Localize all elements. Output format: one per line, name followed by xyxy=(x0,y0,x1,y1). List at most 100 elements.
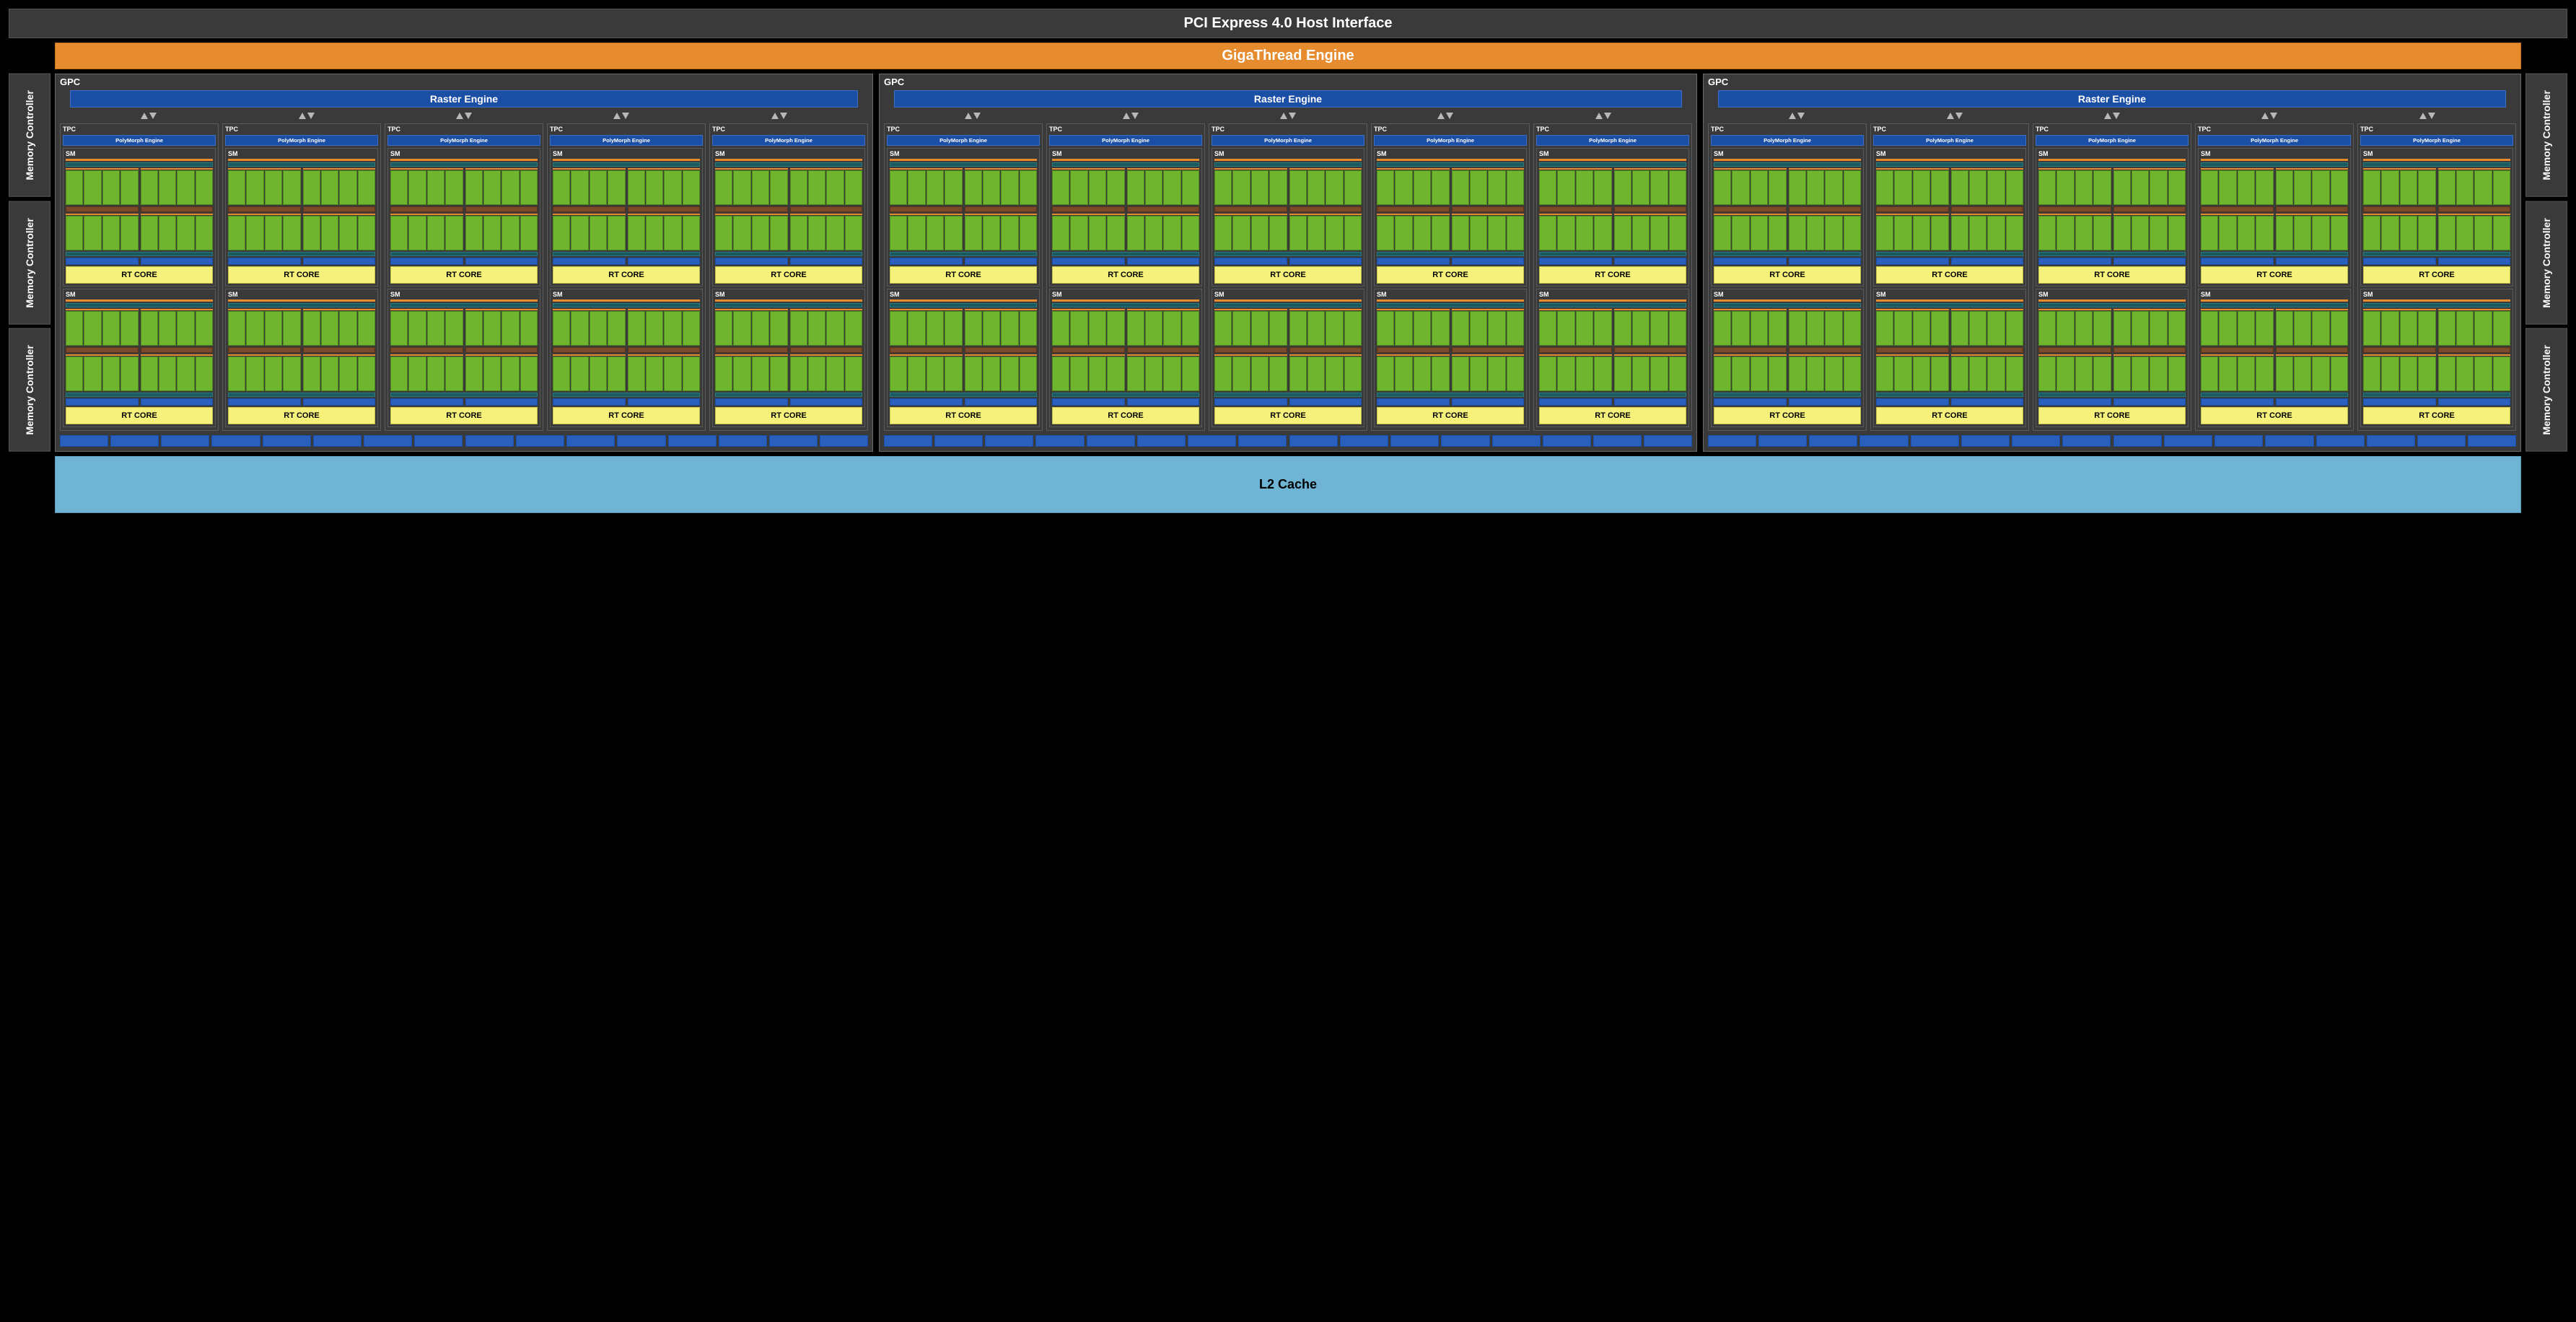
cuda-cores xyxy=(1052,214,1199,250)
rt-core: RT CORE xyxy=(715,266,862,284)
cuda-cores xyxy=(1052,309,1199,346)
sm-body: RT CORE xyxy=(228,299,375,424)
cuda-cores xyxy=(715,168,862,205)
sm: SMRT CORE xyxy=(550,289,703,427)
gpc: GPCRaster EngineTPCPolyMorph EngineSMRT … xyxy=(879,74,1697,452)
sm-body: RT CORE xyxy=(890,159,1037,284)
cuda-cores xyxy=(1052,168,1199,205)
cuda-cores xyxy=(1214,214,1362,250)
polymorph-engine: PolyMorph Engine xyxy=(1711,135,1864,146)
memory-controller: Memory Controller xyxy=(2525,328,2567,452)
l2-slice-row xyxy=(1708,435,2516,447)
cuda-cores xyxy=(2201,214,2348,250)
rt-core: RT CORE xyxy=(1714,266,1861,284)
l2-slice-row xyxy=(884,435,1692,447)
gigathread-row: GigaThread Engine xyxy=(9,43,2567,69)
sm: SMRT CORE xyxy=(1374,289,1527,427)
polymorph-engine: PolyMorph Engine xyxy=(63,135,216,146)
cuda-cores xyxy=(1876,168,2023,205)
sm-label: SM xyxy=(2038,150,2186,157)
sm-label: SM xyxy=(390,291,538,298)
rt-core: RT CORE xyxy=(2363,407,2510,424)
polymorph-engine: PolyMorph Engine xyxy=(1049,135,1202,146)
tpc-label: TPC xyxy=(887,126,1040,133)
tpc-label: TPC xyxy=(1049,126,1202,133)
cuda-cores xyxy=(2363,214,2510,250)
rt-core: RT CORE xyxy=(1377,266,1524,284)
tpc-label: TPC xyxy=(387,126,540,133)
rt-core: RT CORE xyxy=(1876,407,2023,424)
tpc-label: TPC xyxy=(712,126,865,133)
rt-core: RT CORE xyxy=(2363,266,2510,284)
cuda-cores xyxy=(890,309,1037,346)
cuda-cores xyxy=(2201,309,2348,346)
cuda-cores xyxy=(553,214,700,250)
cuda-cores xyxy=(1214,354,1362,391)
rt-core: RT CORE xyxy=(1377,407,1524,424)
cuda-cores xyxy=(1214,309,1362,346)
sm-body: RT CORE xyxy=(553,299,700,424)
polymorph-engine: PolyMorph Engine xyxy=(1212,135,1364,146)
tpc: TPCPolyMorph EngineSMRT CORESMRT CORE xyxy=(1870,123,2029,431)
cuda-cores xyxy=(1377,214,1524,250)
tpc-label: TPC xyxy=(1536,126,1689,133)
rt-core: RT CORE xyxy=(228,266,375,284)
raster-engine: Raster Engine xyxy=(1718,90,2506,108)
cuda-cores xyxy=(2363,354,2510,391)
cuda-cores xyxy=(2038,214,2186,250)
cuda-cores xyxy=(1714,214,1861,250)
polymorph-engine: PolyMorph Engine xyxy=(712,135,865,146)
tpc-label: TPC xyxy=(63,126,216,133)
cuda-cores xyxy=(715,354,862,391)
tpc-label: TPC xyxy=(2360,126,2513,133)
tpc-label: TPC xyxy=(2198,126,2351,133)
cuda-cores xyxy=(1539,214,1686,250)
cuda-cores xyxy=(890,354,1037,391)
spacer-right xyxy=(2525,43,2567,69)
cuda-cores xyxy=(2038,168,2186,205)
cuda-cores xyxy=(715,309,862,346)
tpc-label: TPC xyxy=(1374,126,1527,133)
cuda-cores xyxy=(66,309,213,346)
rt-core: RT CORE xyxy=(1876,266,2023,284)
gpc-label: GPC xyxy=(1708,77,2516,87)
memory-controller: Memory Controller xyxy=(2525,74,2567,197)
cuda-cores xyxy=(1876,309,2023,346)
sm-label: SM xyxy=(1377,150,1524,157)
sm-label: SM xyxy=(1214,291,1362,298)
cuda-cores xyxy=(2038,354,2186,391)
rt-core: RT CORE xyxy=(553,407,700,424)
sm: SMRT CORE xyxy=(1049,148,1202,286)
rt-core: RT CORE xyxy=(715,407,862,424)
cuda-cores xyxy=(1876,214,2023,250)
sm-body: RT CORE xyxy=(1214,159,1362,284)
sm: SMRT CORE xyxy=(1711,148,1864,286)
tpc: TPCPolyMorph EngineSMRT CORESMRT CORE xyxy=(2195,123,2354,431)
tpc: TPCPolyMorph EngineSMRT CORESMRT CORE xyxy=(60,123,219,431)
tpc-row: TPCPolyMorph EngineSMRT CORESMRT CORETPC… xyxy=(60,123,868,431)
polymorph-engine: PolyMorph Engine xyxy=(1873,135,2026,146)
sm-body: RT CORE xyxy=(66,299,213,424)
raster-arrows xyxy=(60,110,868,121)
memory-controllers-right: Memory ControllerMemory ControllerMemory… xyxy=(2525,74,2567,452)
sm: SM RT CORE xyxy=(1536,148,1689,286)
sm: SMRT CORE xyxy=(63,148,216,286)
cuda-cores xyxy=(390,309,538,346)
rt-core: RT CORE xyxy=(2038,407,2186,424)
l2-cache-row: L2 Cache xyxy=(9,456,2567,513)
gpc: GPCRaster EngineTPCPolyMorph EngineSMRT … xyxy=(1703,74,2521,452)
cuda-cores xyxy=(1539,309,1686,346)
polymorph-engine: PolyMorph Engine xyxy=(225,135,378,146)
sm-label: SM xyxy=(1052,150,1199,157)
sm-label: SM xyxy=(66,150,213,157)
sm: SMRT CORE xyxy=(2360,148,2513,286)
sm-label: SM xyxy=(1539,150,1686,157)
rt-core: RT CORE xyxy=(1539,266,1686,284)
sm-body: RT CORE xyxy=(2201,159,2348,284)
cuda-cores xyxy=(1377,354,1524,391)
tpc: TPCPolyMorph EngineSMRT CORESMRT CORE xyxy=(1209,123,1367,431)
tpc: TPCPolyMorph EngineSMRT CORESMRT CORE xyxy=(709,123,868,431)
polymorph-engine: PolyMorph Engine xyxy=(1536,135,1689,146)
cuda-cores xyxy=(1214,168,1362,205)
sm-body: RT CORE xyxy=(2201,299,2348,424)
